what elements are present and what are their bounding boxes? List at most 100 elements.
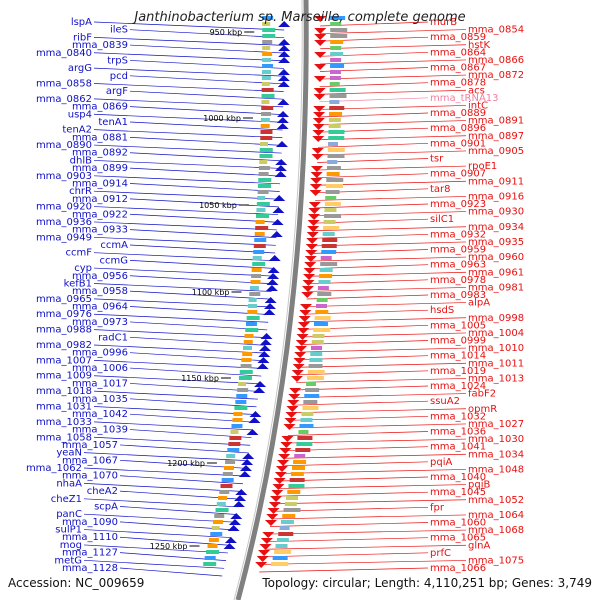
forward-strand-gene [306,232,319,238]
cog-category-block [262,22,271,26]
label-connector [129,260,274,269]
reverse-strand-gene [276,141,289,147]
cog-category-block [330,40,344,44]
gene-label: mma_1009 [36,371,92,382]
cog-category-block [311,346,323,350]
gene-label: mma_1067 [62,455,118,466]
cog-category-block [230,430,239,434]
cog-category-block [225,460,236,464]
gene-label: mma_1033 [36,417,92,428]
forward-strand-gene [299,310,312,316]
gene-label: mma_0839 [72,40,128,51]
gene-label: mma_1042 [72,409,128,420]
forward-strand-gene [312,130,325,136]
forward-strand-gene [305,250,318,256]
reverse-strand-gene [278,45,291,51]
gene-label: cheZ1 [51,494,82,505]
label-connector [129,44,285,54]
label-connector [290,415,429,421]
cog-category-block [313,328,331,332]
label-connector [282,461,429,467]
reverse-strand-gene [260,333,273,339]
label-connector [129,306,270,315]
cog-category-block [316,304,328,308]
cog-category-block [259,154,273,158]
position-ruler: 950 kbp 1000 kbp 1050 kbp 1100 kbp 1150 kbp 1… [150,28,255,551]
cog-category-block [259,160,268,164]
cog-category-block [321,250,337,254]
forward-strand-gene [309,184,322,190]
cog-category-block [233,412,243,416]
cog-category-block [286,496,299,500]
cog-category-block [232,418,243,422]
label-connector [283,453,467,459]
reverse-strand-gene [257,357,270,363]
reverse-strand-gene [248,417,261,423]
cog-category-block [239,370,253,374]
reverse-strand-gene [277,75,290,81]
cog-category-block [299,424,314,428]
label-connector [93,98,284,108]
gene-label: mma_1068 [468,525,524,536]
reverse-strand-gene [238,471,251,477]
label-connector [129,229,277,238]
label-connector [93,421,253,431]
label-connector [83,498,239,508]
label-connector [261,560,467,565]
label-connector [291,408,467,414]
gene-label: mma_1019 [430,366,486,377]
cog-category-block [309,358,323,362]
gene-label: mma_0964 [72,302,128,313]
gene-label: mma_0911 [468,176,524,187]
gene-label: radC1 [98,332,128,343]
label-connector [129,90,284,100]
reverse-strand-gene [234,495,247,501]
cog-category-block [278,532,294,536]
forward-strand-gene [305,244,318,250]
label-connector [271,514,467,520]
cog-category-block [260,136,273,140]
forward-strand-gene [307,220,320,226]
gene-label: chrR [69,186,92,197]
gene-label: mma_0998 [468,313,524,324]
label-connector [93,52,285,62]
gene-label: mma_1032 [430,411,486,422]
label-connector [280,469,467,474]
label-connector [93,236,276,246]
gene-label: mma_1070 [62,471,118,482]
gene-label: mma_1018 [36,386,92,397]
gene-label: mma_0907 [430,169,486,180]
gene-label: mma_0961 [468,267,524,278]
label-connector [119,567,223,577]
label-connector [83,529,232,538]
cog-category-block [206,550,220,554]
cog-category-block [257,184,271,188]
label-connector [297,370,429,376]
cog-category-block [329,82,340,86]
gene-label: tsr [430,154,444,165]
gene-label: mma_0897 [468,131,524,142]
gene-label: yeaN [56,448,82,459]
forward-strand-gene [312,136,325,142]
gene-label: tenA1 [98,117,128,128]
label-connector [287,431,429,436]
reverse-strand-gene [254,381,267,387]
cog-category-block [325,190,340,194]
ruler-label: 1050 kbp [199,201,237,210]
label-connector [93,329,267,338]
forward-strand-gene [298,316,311,322]
gene-label: mma_1045 [430,487,486,498]
forward-strand-gene [278,454,291,460]
gene-label: fpr [430,502,445,513]
forward-strand-gene [304,256,317,262]
gene-label: mma_0956 [72,271,128,282]
reverse-strand-gene [278,51,291,57]
cog-category-block [275,544,288,548]
cog-category-block [257,196,266,200]
gene-label: opmR [468,404,497,415]
label-connector [93,175,281,185]
cog-category-block [310,352,323,356]
reverse-strand-gene [228,519,241,525]
cog-category-block [330,64,345,68]
